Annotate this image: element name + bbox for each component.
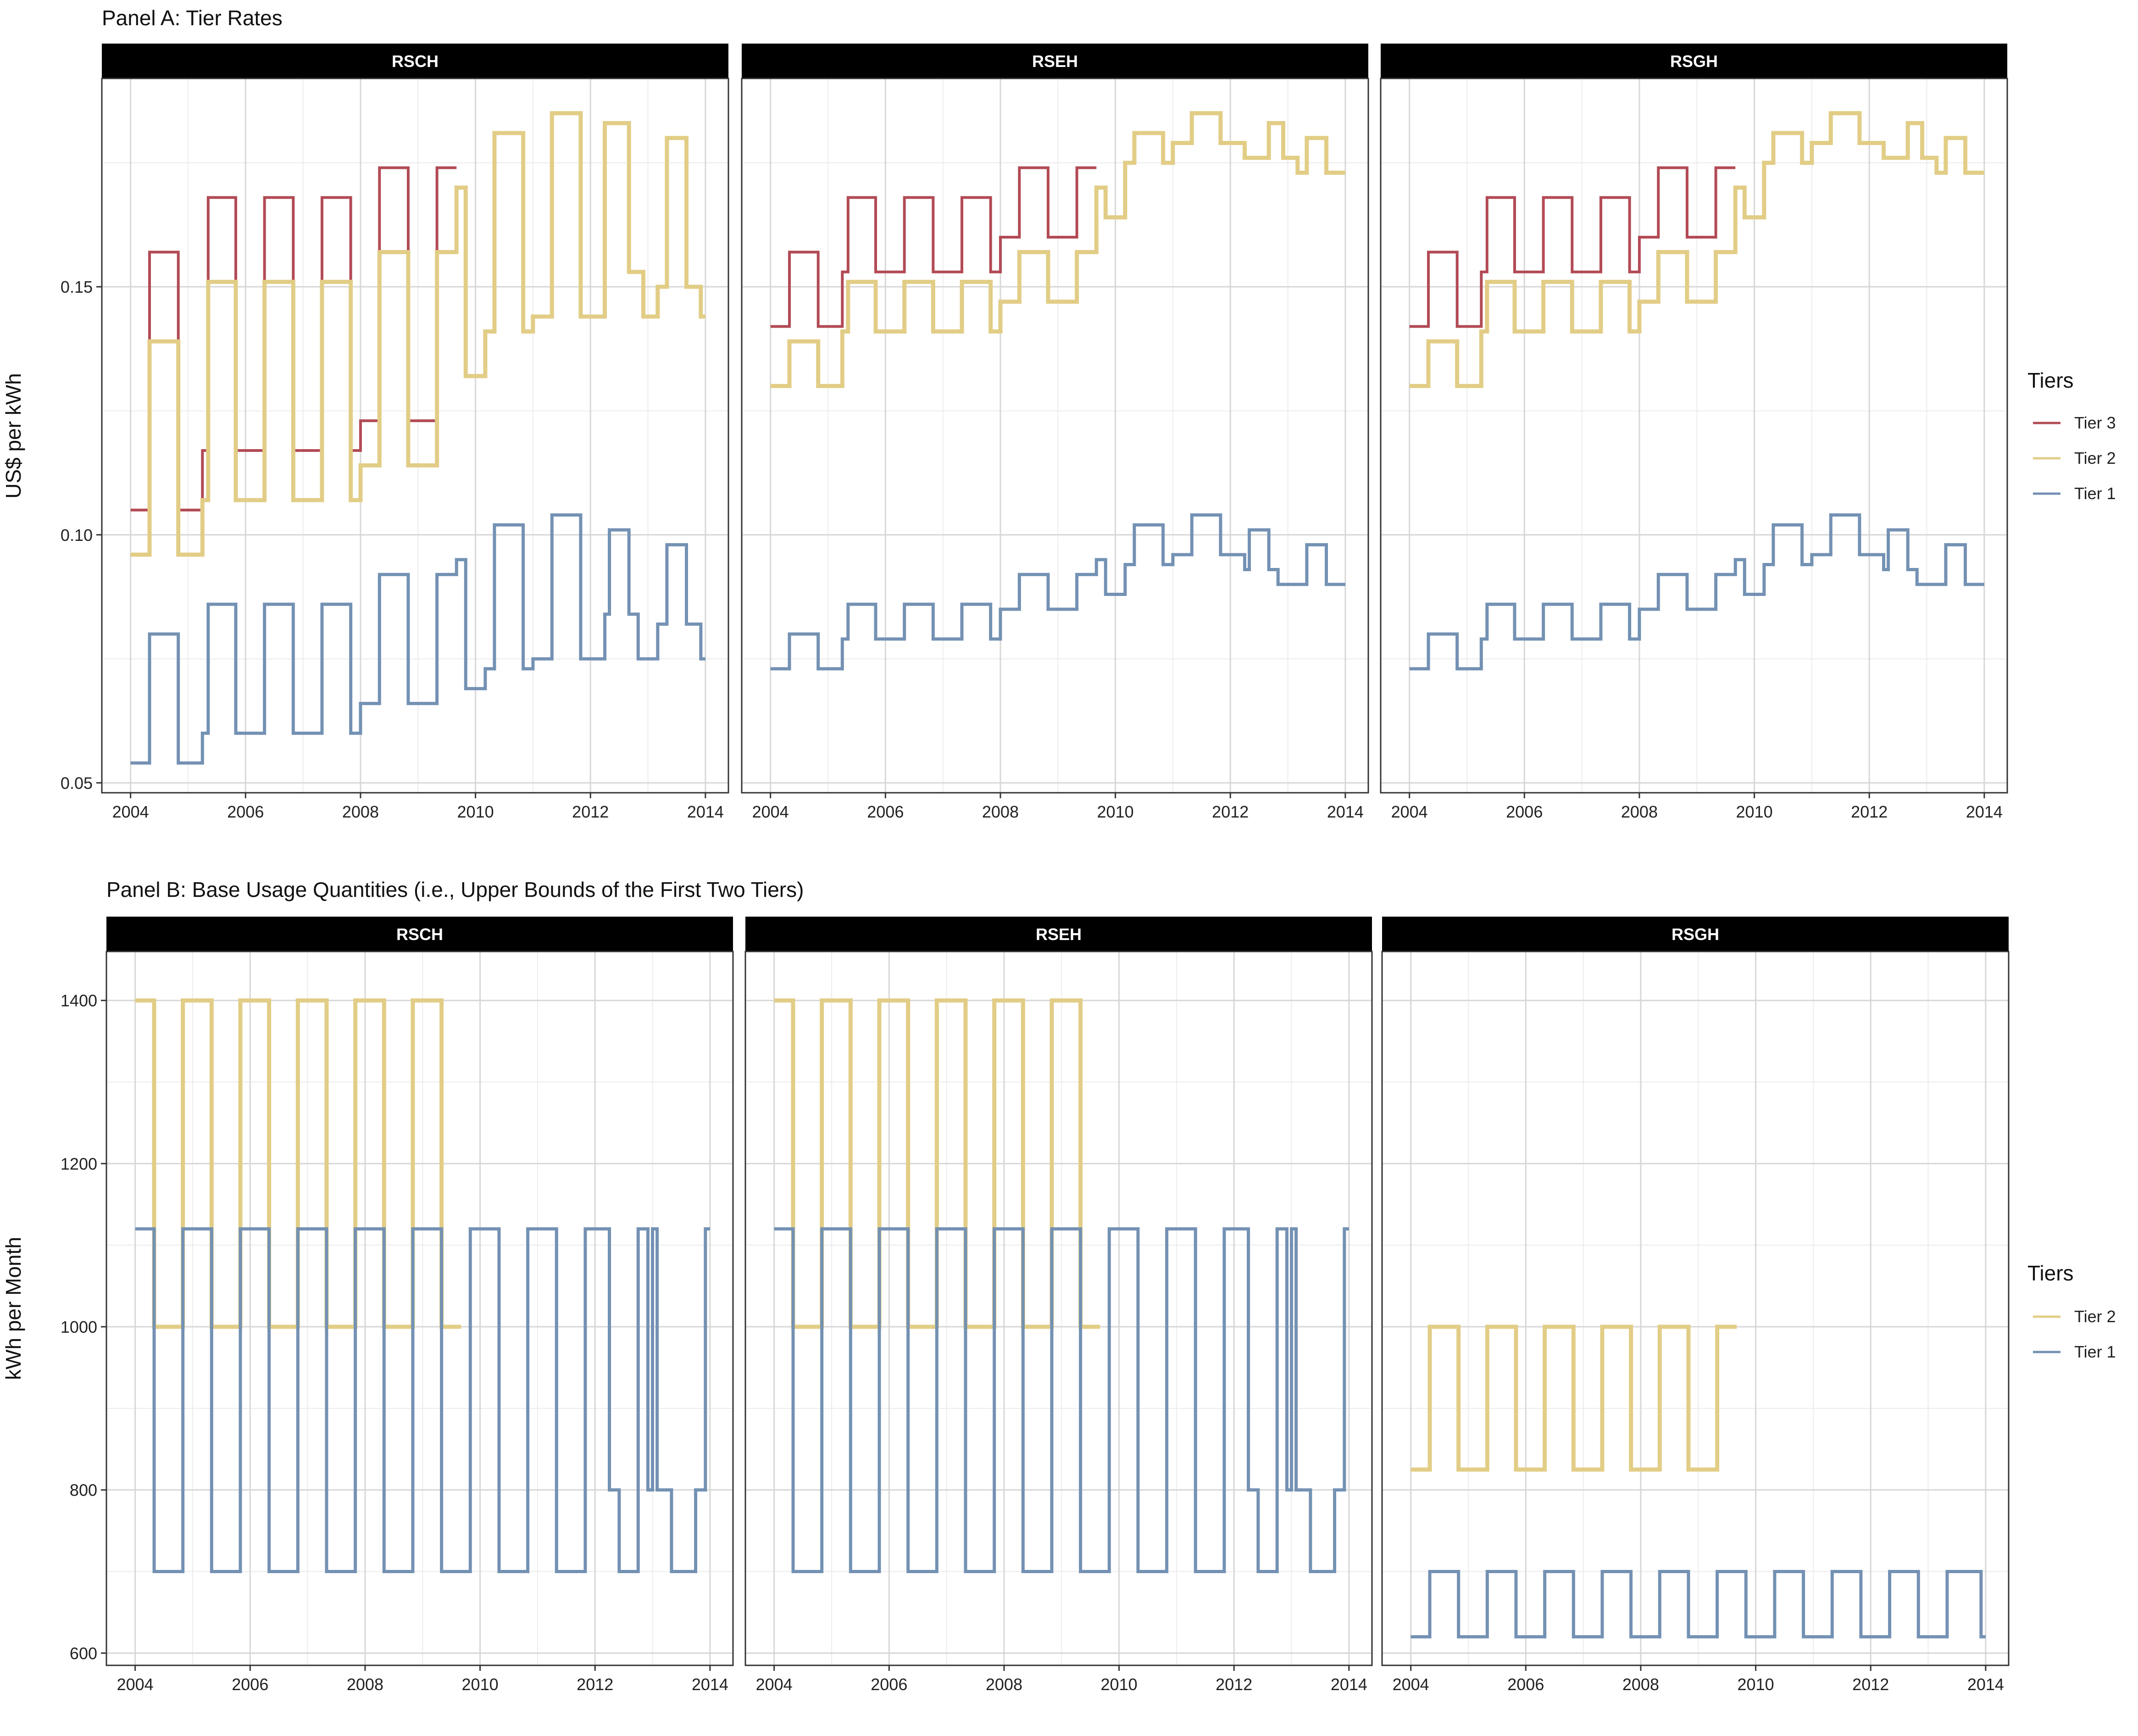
x-tick-label: 2010 — [462, 1675, 499, 1694]
series-line-tier-1 — [770, 513, 1345, 671]
x-tick-label: 2006 — [232, 1675, 268, 1694]
legend-label: Tier 2 — [2074, 1307, 2116, 1326]
y-tick-label: 1400 — [61, 991, 97, 1010]
x-tick-label: 2012 — [1212, 802, 1249, 821]
x-tick-label: 2004 — [1391, 802, 1428, 821]
series-line-tier-2 — [130, 111, 705, 557]
legend-label: Tier 2 — [2074, 449, 2116, 467]
facet-strip — [1381, 44, 2007, 78]
facet-strip-label: RSEH — [1032, 52, 1078, 71]
x-tick-label: 2006 — [1507, 1675, 1544, 1694]
x-tick-label: 2010 — [1101, 1675, 1138, 1694]
legend-label: Tier 3 — [2074, 413, 2116, 432]
legend: Tiers Tier 2 Tier 1 — [2027, 1261, 2116, 1361]
y-tick-label: 1000 — [61, 1318, 97, 1336]
x-tick-label: 2008 — [982, 802, 1019, 821]
facet-strip-label: RSGH — [1670, 52, 1718, 71]
series-line-tier-1 — [1411, 1570, 1986, 1639]
x-tick-label: 2014 — [1967, 1675, 2004, 1694]
chart-title: Panel A: Tier Rates — [102, 6, 283, 30]
x-tick-label: 2004 — [756, 1675, 793, 1694]
x-tick-label: 2008 — [986, 1675, 1022, 1694]
x-tick-label: 2004 — [117, 1675, 154, 1694]
x-tick-label: 2014 — [1327, 802, 1364, 821]
x-tick-label: 2010 — [1738, 1675, 1774, 1694]
y-tick-label: 0.15 — [61, 278, 93, 296]
x-tick-label: 2014 — [1966, 802, 2003, 821]
panel-a: Panel A: Tier Rates US$ per kWh RSCH 2004 20… — [1, 6, 2116, 821]
facet-rsgh: RSGH 2004 2006 2008 2010 2012 2014 — [1380, 44, 2008, 821]
x-tick-label: 2008 — [342, 802, 379, 821]
series-line-tier-2 — [770, 111, 1345, 388]
x-tick-label: 2010 — [457, 802, 494, 821]
x-tick-label: 2006 — [867, 802, 904, 821]
x-tick-label: 2008 — [1621, 802, 1658, 821]
x-tick-label: 2014 — [692, 1675, 728, 1694]
legend: Tiers Tier 3 Tier 2 Tier 1 — [2027, 368, 2116, 503]
y-tick-label: 0.10 — [61, 526, 93, 545]
panel-border — [106, 951, 734, 1666]
facet-rsgh: RSGH 2004 2006 2008 2010 2012 2014 — [1381, 917, 2010, 1694]
panel-border — [1380, 78, 2008, 794]
series-line-tier-3 — [1409, 166, 1736, 328]
facet-rsch: RSCH 2004 2006 2008 2010 2012 2014 0.05 0.10 0.15 — [61, 44, 729, 821]
x-tick-label: 2006 — [1506, 802, 1543, 821]
panel-b: Panel B: Base Usage Quantities (i.e., Up… — [1, 878, 2116, 1694]
x-tick-label: 2004 — [752, 802, 789, 821]
x-tick-label: 2006 — [871, 1675, 907, 1694]
x-tick-label: 2010 — [1097, 802, 1134, 821]
x-tick-label: 2004 — [1393, 1675, 1429, 1694]
legend-title: Tiers — [2027, 1261, 2074, 1285]
facet-strip-label: RSCH — [392, 52, 439, 71]
chart-title: Panel B: Base Usage Quantities (i.e., Up… — [106, 878, 804, 901]
facet-strip — [1382, 917, 2009, 951]
x-tick-label: 2012 — [572, 802, 609, 821]
facet-strip — [106, 917, 733, 951]
x-tick-label: 2014 — [687, 802, 724, 821]
series-line-tier-1 — [774, 1227, 1349, 1573]
series-line-tier-1 — [130, 513, 705, 765]
x-tick-label: 2008 — [1622, 1675, 1659, 1694]
facet-strip — [742, 44, 1368, 78]
panel-border — [1381, 951, 2010, 1666]
panel-border — [741, 78, 1369, 794]
panel-border — [744, 951, 1373, 1666]
legend-label: Tier 1 — [2074, 1342, 2116, 1361]
series-line-tier-1 — [135, 1227, 710, 1573]
y-tick-label: 600 — [70, 1644, 97, 1663]
x-tick-label: 2004 — [112, 802, 149, 821]
x-tick-label: 2012 — [1852, 1675, 1889, 1694]
y-tick-label: 800 — [70, 1481, 97, 1500]
y-axis-label: kWh per Month — [1, 1237, 25, 1380]
facet-rsch: RSCH 2004 2006 2008 2010 2012 2014 600 800 1000 12… — [61, 917, 734, 1694]
series-line-tier-1 — [1409, 513, 1984, 671]
x-tick-label: 2014 — [1331, 1675, 1367, 1694]
legend-title: Tiers — [2027, 368, 2074, 392]
legend-label: Tier 1 — [2074, 484, 2116, 503]
x-tick-label: 2010 — [1736, 802, 1773, 821]
panel-border — [101, 78, 729, 794]
x-tick-label: 2012 — [1851, 802, 1888, 821]
y-tick-label: 1200 — [61, 1154, 97, 1173]
facet-strip-label: RSCH — [396, 925, 443, 944]
facet-strip — [745, 917, 1372, 951]
y-axis-label: US$ per kWh — [1, 373, 25, 499]
facet-strip — [102, 44, 728, 78]
facet-rseh: RSEH 2004 2006 2008 2010 2012 2014 — [744, 917, 1373, 1694]
series-line-tier-2 — [1409, 111, 1984, 388]
facet-strip-label: RSEH — [1036, 925, 1082, 944]
facet-strip-label: RSGH — [1672, 925, 1719, 944]
series-line-tier-3 — [770, 166, 1097, 328]
series-line-tier-2 — [1411, 1324, 1737, 1472]
x-tick-label: 2006 — [227, 802, 264, 821]
y-tick-label: 0.05 — [61, 773, 93, 792]
x-tick-label: 2012 — [1216, 1675, 1252, 1694]
x-tick-label: 2008 — [347, 1675, 383, 1694]
facet-rseh: RSEH 2004 2006 2008 2010 2012 2014 — [741, 44, 1369, 821]
x-tick-label: 2012 — [577, 1675, 613, 1694]
